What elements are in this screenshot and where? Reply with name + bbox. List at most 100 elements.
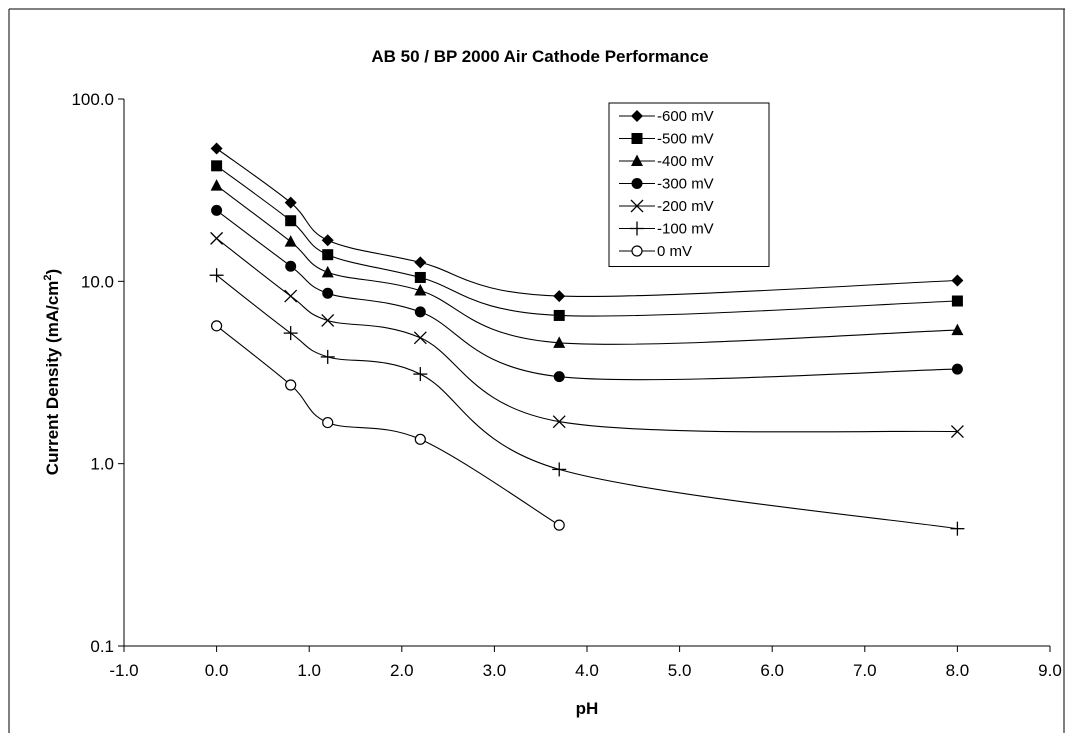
chart-title: AB 50 / BP 2000 Air Cathode Performance <box>371 47 708 66</box>
data-point <box>211 204 223 216</box>
data-point <box>552 462 567 477</box>
data-point <box>414 433 426 445</box>
data-point <box>321 265 334 278</box>
data-point <box>210 142 223 155</box>
legend-marker <box>631 110 643 122</box>
open-circle-marker <box>285 379 297 391</box>
data-point <box>553 309 565 321</box>
legend-label: -100 mV <box>657 221 714 238</box>
series-0mv <box>211 320 565 531</box>
square-marker <box>553 309 565 321</box>
x-tick-label: 8.0 <box>946 661 970 680</box>
triangle-marker <box>631 154 643 166</box>
data-point <box>284 196 297 209</box>
series--200mv <box>210 231 964 439</box>
legend-item: -600 mV <box>619 108 714 125</box>
y-axis-title: Current Density (mA/cm2) <box>42 269 62 475</box>
legend-label: -600 mV <box>657 108 714 125</box>
diamond-marker <box>321 234 334 247</box>
data-point <box>209 268 224 283</box>
series--600mv <box>210 142 964 303</box>
data-point <box>553 336 566 348</box>
circle-marker <box>553 371 565 383</box>
x-marker-stroke <box>630 199 644 213</box>
legend-marker <box>631 245 643 257</box>
x-tick-label: 7.0 <box>853 661 877 680</box>
triangle-marker <box>414 284 427 296</box>
legend-item: -400 mV <box>619 153 714 170</box>
x-marker-stroke <box>950 425 964 439</box>
series--400mv <box>210 179 964 348</box>
triangle-marker <box>284 235 297 247</box>
y-axis-title-end: ) <box>43 269 62 275</box>
data-point <box>210 179 223 191</box>
open-circle-marker <box>553 519 565 531</box>
data-point <box>951 295 963 307</box>
open-circle-marker <box>211 320 223 332</box>
y-tick-label: 1.0 <box>90 455 114 474</box>
y-tick-label: 0.1 <box>90 637 114 656</box>
x-marker-stroke <box>413 331 427 345</box>
y-tick-label: 10.0 <box>81 272 114 291</box>
square-marker <box>211 160 223 172</box>
open-circle-marker <box>414 433 426 445</box>
diamond-marker <box>210 142 223 155</box>
data-point <box>553 519 565 531</box>
data-point <box>413 367 428 382</box>
data-point <box>951 363 963 375</box>
legend-marker <box>630 199 644 213</box>
legend: -600 mV -500 mV -400 mV -300 mV -200 mV -100 … <box>608 102 770 267</box>
data-point <box>553 290 566 303</box>
data-point <box>285 379 297 391</box>
data-point <box>951 323 964 336</box>
triangle-marker <box>553 336 566 348</box>
data-point <box>283 326 298 341</box>
circle-marker <box>951 363 963 375</box>
triangle-marker <box>321 265 334 278</box>
square-marker <box>631 133 643 144</box>
data-point <box>413 331 427 345</box>
x-tick-label: 4.0 <box>575 661 599 680</box>
data-point <box>285 215 297 227</box>
legend-item: -100 mV <box>619 221 714 238</box>
series--100mv <box>209 268 965 536</box>
legend-label: -500 mV <box>657 131 714 148</box>
x-tick-label: 2.0 <box>390 661 414 680</box>
x-tick-label: 9.0 <box>1038 661 1062 680</box>
legend-item: -500 mV <box>619 131 714 148</box>
diamond-marker <box>284 196 297 209</box>
legend-label: -300 mV <box>657 176 714 193</box>
open-circle-marker <box>322 416 334 429</box>
x-marker-stroke <box>552 415 566 429</box>
x-marker-stroke <box>321 314 335 327</box>
data-point <box>414 284 427 296</box>
y-axis-title-main: Current Density (mA/cm <box>43 281 62 476</box>
series-line <box>216 274 958 530</box>
data-point <box>211 160 223 172</box>
data-point <box>322 416 334 429</box>
data-point <box>285 260 297 272</box>
legend-marker <box>630 221 644 236</box>
data-point <box>284 235 297 247</box>
data-point <box>950 521 965 536</box>
square-marker <box>951 295 963 307</box>
x-tick-label: 6.0 <box>760 661 784 680</box>
legend-item: -200 mV <box>619 198 714 215</box>
triangle-marker <box>951 323 964 336</box>
legend-marker <box>631 178 643 189</box>
x-axis-title: pH <box>576 699 599 718</box>
open-circle-marker <box>631 245 643 257</box>
legend-label: -200 mV <box>657 198 714 215</box>
square-marker <box>414 271 426 283</box>
data-point <box>321 234 334 247</box>
circle-marker <box>631 178 643 189</box>
plot-area: -1.0 0.0 1.0 2.0 3.0 4.0 5.0 6.0 7.0 8.0 9.0 0.1 1.0… <box>71 90 1061 680</box>
legend-marker <box>631 133 643 144</box>
x-tick-label: 3.0 <box>483 661 507 680</box>
x-tick-label: 5.0 <box>668 661 692 680</box>
data-point <box>414 271 426 283</box>
circle-marker <box>285 260 297 272</box>
diamond-marker <box>631 110 643 122</box>
x-marker-stroke <box>210 231 224 245</box>
